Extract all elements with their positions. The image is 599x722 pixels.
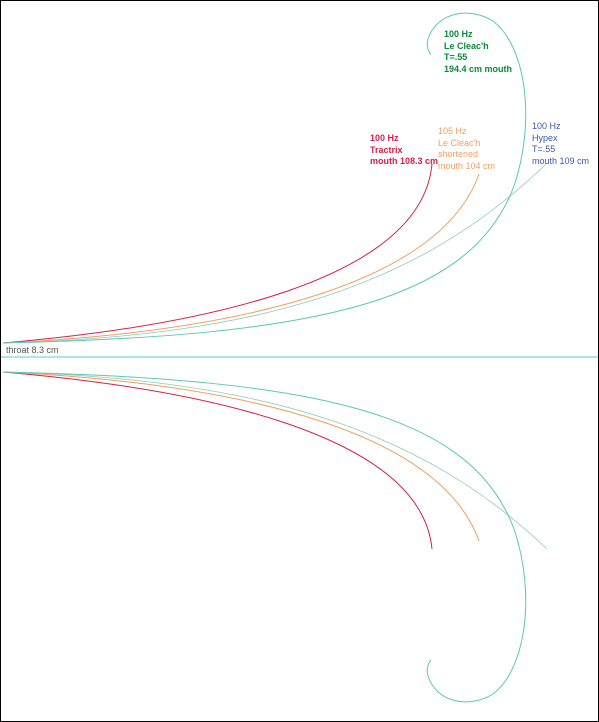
tractrix-profile-upper (2, 163, 433, 344)
label-line: Le Cleac'h (438, 137, 481, 148)
leclEach-profile-lower (2, 371, 527, 703)
leclEach-profile-upper (2, 12, 527, 344)
tractrix-profile-lower (2, 371, 433, 550)
label-line: Hypex (532, 132, 558, 143)
label-line: 100 Hz (532, 121, 561, 131)
label-line: mouth 109 cm (532, 155, 590, 166)
label-line: mouth 108.3 cm (370, 156, 439, 166)
label-line: Le Cleac'h (444, 40, 489, 51)
label-line: 100 Hz (370, 133, 399, 143)
label-line: shortened (438, 149, 479, 159)
label-line: mouth 104 cm (438, 160, 496, 171)
hypex-label: 100 Hz Hypex T=.55 mouth 109 cm (532, 121, 589, 167)
leclEach-shortened-profile-upper (2, 173, 480, 344)
label-line: 100 Hz (444, 29, 473, 39)
label-line: Tractrix (370, 144, 403, 155)
tractrix-label: 100 Hz Tractrix mouth 108.3 cm (370, 133, 438, 168)
label-line: T=.55 (444, 52, 468, 62)
leclEach-shortened-profile-lower (2, 371, 480, 542)
hypex-profile-upper (2, 162, 548, 344)
label-line: 105 Hz (438, 126, 467, 136)
label-line: 194.4 cm mouth (444, 63, 513, 74)
throat-label: throat 8.3 cm (6, 345, 59, 355)
label-line: T=.55 (532, 144, 556, 154)
leclEach-label: 100 Hz Le Cleac'h T=.55 194.4 cm mouth (444, 29, 512, 75)
hypex-profile-lower (2, 371, 548, 550)
leclEach-shortened-label: 105 Hz Le Cleac'h shortened mouth 104 cm (438, 126, 495, 172)
